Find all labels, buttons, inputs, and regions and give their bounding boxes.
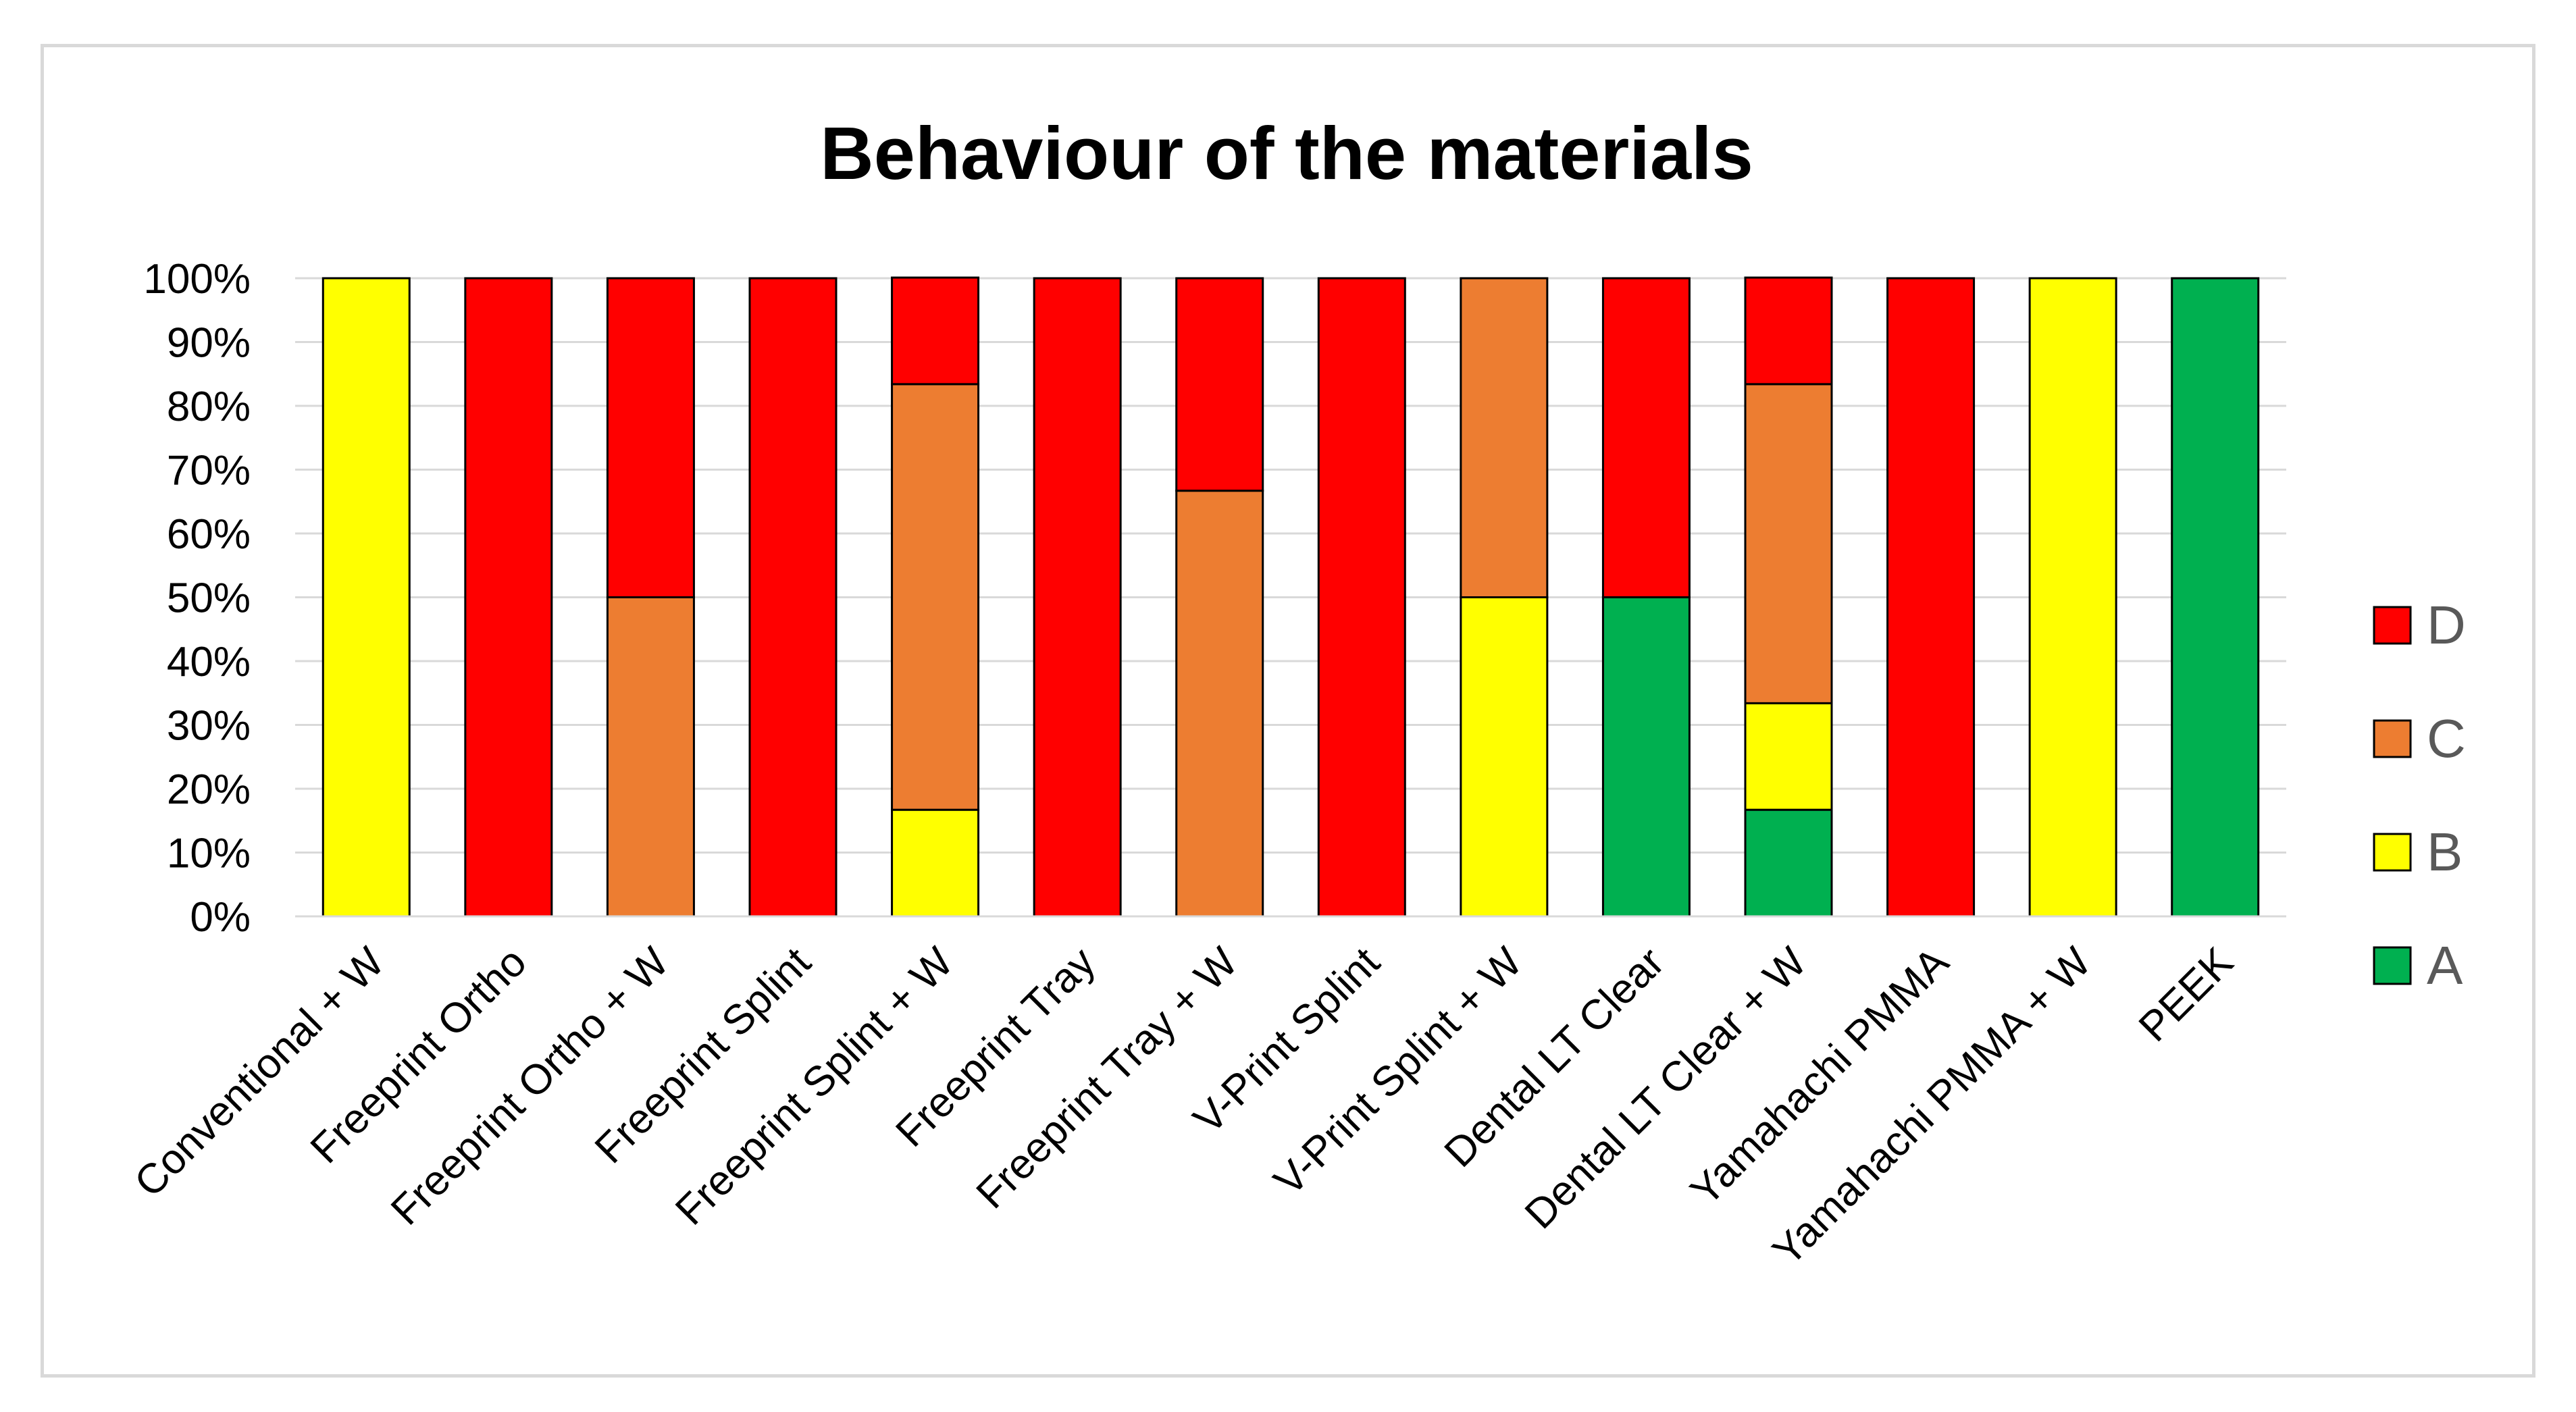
bar-segment-d [606, 277, 695, 598]
x-tick-label: Conventional + W [126, 939, 393, 1206]
bar-segment-d [1601, 277, 1691, 598]
bar-segment-c [891, 383, 980, 811]
y-tick-label: 100% [143, 256, 251, 303]
y-tick-label: 60% [167, 511, 251, 558]
bar-segment-a [1601, 596, 1691, 918]
bar-segment-d [1744, 276, 1833, 386]
x-tick-label: Freeprint Ortho + W [382, 939, 678, 1234]
bar-segment-b [1744, 702, 1833, 811]
x-tick-label: PEEK [2130, 939, 2242, 1051]
y-tick-label: 70% [167, 448, 251, 494]
bar-segment-b [321, 277, 411, 918]
bar-segment-b [2028, 277, 2117, 918]
legend-swatch-d [2373, 606, 2412, 645]
legend-label-d: D [2427, 595, 2466, 655]
chart-svg: Behaviour of the materials 0% 10% 20% 30% 40… [126, 112, 2466, 1275]
bar-segment-d [1033, 277, 1122, 918]
y-tick-label: 50% [167, 575, 251, 622]
bar-segment-d [1317, 277, 1406, 918]
bar-segment-c [606, 596, 695, 918]
x-tick-label: Dental LT Clear + W [1516, 939, 1815, 1238]
chart-frame: Behaviour of the materials 0% 10% 20% 30% 40… [41, 44, 2535, 1378]
x-tick-label: Freeprint Tray + W [968, 939, 1247, 1218]
legend-swatch-c [2373, 719, 2412, 758]
bar-segment-c [1175, 490, 1264, 918]
bar-segment-a [1744, 808, 1833, 918]
y-tick-label: 40% [167, 639, 251, 685]
y-tick-label: 90% [167, 320, 251, 367]
y-axis-ticks: 0% 10% 20% 30% 40% 50% 60% 70% 80% 90% 100% [143, 256, 251, 941]
legend-swatch-b [2373, 833, 2412, 872]
x-tick-label: V-Print Splint + W [1265, 939, 1531, 1205]
y-tick-label: 20% [167, 766, 251, 813]
legend-label-b: B [2427, 822, 2463, 882]
bar-segment-d [1886, 277, 1976, 918]
legend-label-a: A [2427, 935, 2463, 995]
y-tick-label: 10% [167, 831, 251, 877]
bar-segment-d [464, 277, 553, 918]
x-tick-label: Freeprint Splint + W [667, 939, 962, 1234]
bars [321, 276, 2260, 918]
bar-segment-a [2171, 277, 2260, 918]
y-tick-label: 30% [167, 703, 251, 750]
x-tick-label: Yamahachi PMMA [1682, 939, 1958, 1215]
bar-segment-c [1460, 277, 1549, 598]
bar-segment-c [1744, 383, 1833, 704]
bar-segment-b [1460, 596, 1549, 918]
y-tick-label: 0% [190, 894, 251, 941]
bar-segment-d [891, 276, 980, 386]
legend-label-c: C [2427, 708, 2466, 768]
legend-swatch-a [2373, 946, 2412, 985]
bar-segment-d [1175, 277, 1264, 492]
y-tick-label: 80% [167, 384, 251, 430]
bar-segment-b [891, 808, 980, 918]
gridlines [295, 277, 2286, 854]
chart-title: Behaviour of the materials [820, 112, 1753, 195]
bar-segment-d [748, 277, 838, 918]
